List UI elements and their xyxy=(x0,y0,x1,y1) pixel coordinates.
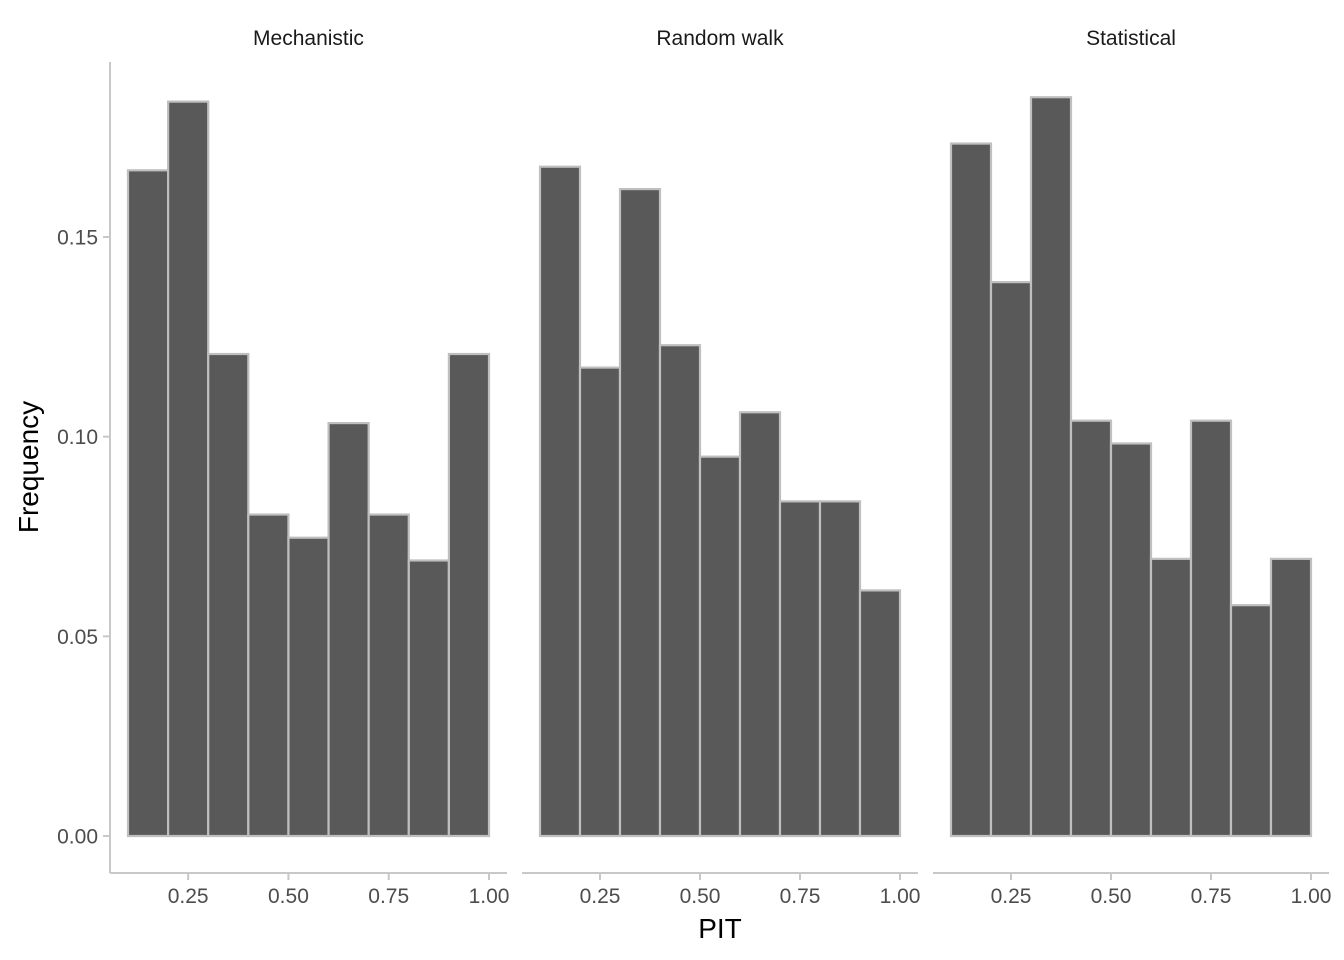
x-tick-label: 1.00 xyxy=(469,885,510,908)
histogram-bar xyxy=(1149,557,1193,838)
histogram-bar xyxy=(447,352,491,838)
x-tick-label: 0.50 xyxy=(1091,885,1132,908)
histogram-bar xyxy=(738,411,782,838)
y-axis-title: Frequency xyxy=(13,401,44,533)
x-tick-label: 0.75 xyxy=(1191,885,1232,908)
histogram-bar xyxy=(949,142,993,838)
histogram-bar xyxy=(1109,442,1153,838)
x-tick-label: 0.25 xyxy=(168,885,209,908)
histogram-bar xyxy=(407,559,450,838)
facet-panel: Statistical 0.25 0.50 0.75 1.00 xyxy=(933,27,1331,908)
histogram-bar xyxy=(1189,419,1233,838)
x-tick-label: 0.25 xyxy=(580,885,621,908)
x-tick-label: 0.50 xyxy=(680,885,721,908)
facet-strip-label: Mechanistic xyxy=(253,27,364,50)
facet-panel: Mechanistic 0.25 0.50 0.75 1.00 xyxy=(110,27,509,908)
facet-panels: Mechanistic 0.25 0.50 0.75 1.00 Random walk 0.… xyxy=(110,27,1331,908)
y-tick-label: 0.05 xyxy=(57,626,98,649)
histogram-bar xyxy=(247,513,290,838)
histogram-bar xyxy=(578,366,622,838)
histogram-bar xyxy=(1229,604,1273,838)
histogram-bar xyxy=(327,421,370,838)
histogram-bar xyxy=(778,500,822,838)
y-tick-label: 0.10 xyxy=(57,426,98,449)
histogram-bar xyxy=(698,455,742,838)
histogram-bar xyxy=(1029,96,1073,838)
y-axis: 0.00 0.05 0.10 0.15 xyxy=(57,62,111,873)
histogram-bar xyxy=(167,100,210,838)
x-tick-label: 0.75 xyxy=(368,885,409,908)
histogram-bar xyxy=(818,500,862,838)
histogram-bar xyxy=(207,352,250,838)
x-tick-label: 1.00 xyxy=(1291,885,1332,908)
x-axis-title: PIT xyxy=(698,913,742,944)
x-tick-label: 1.00 xyxy=(880,885,921,908)
histogram-bar xyxy=(858,589,902,838)
x-tick-label: 0.50 xyxy=(268,885,309,908)
y-tick-label: 0.00 xyxy=(57,826,98,849)
histogram-bar xyxy=(287,536,330,838)
x-tick-label: 0.75 xyxy=(780,885,821,908)
histogram-bar xyxy=(538,165,582,838)
histogram-bar xyxy=(367,513,410,838)
histogram-bar xyxy=(989,281,1033,838)
facet-strip-label: Random walk xyxy=(656,27,784,50)
histogram-bar xyxy=(618,187,662,838)
facet-strip-label: Statistical xyxy=(1086,27,1176,50)
y-tick-label: 0.15 xyxy=(57,227,98,250)
x-tick-label: 0.25 xyxy=(991,885,1032,908)
histogram-bar xyxy=(658,344,702,838)
facet-panel: Random walk 0.25 0.50 0.75 1.00 xyxy=(522,27,920,908)
histogram-bar xyxy=(1069,419,1113,838)
histogram-bar xyxy=(126,169,170,838)
histogram-bar xyxy=(1269,557,1313,838)
